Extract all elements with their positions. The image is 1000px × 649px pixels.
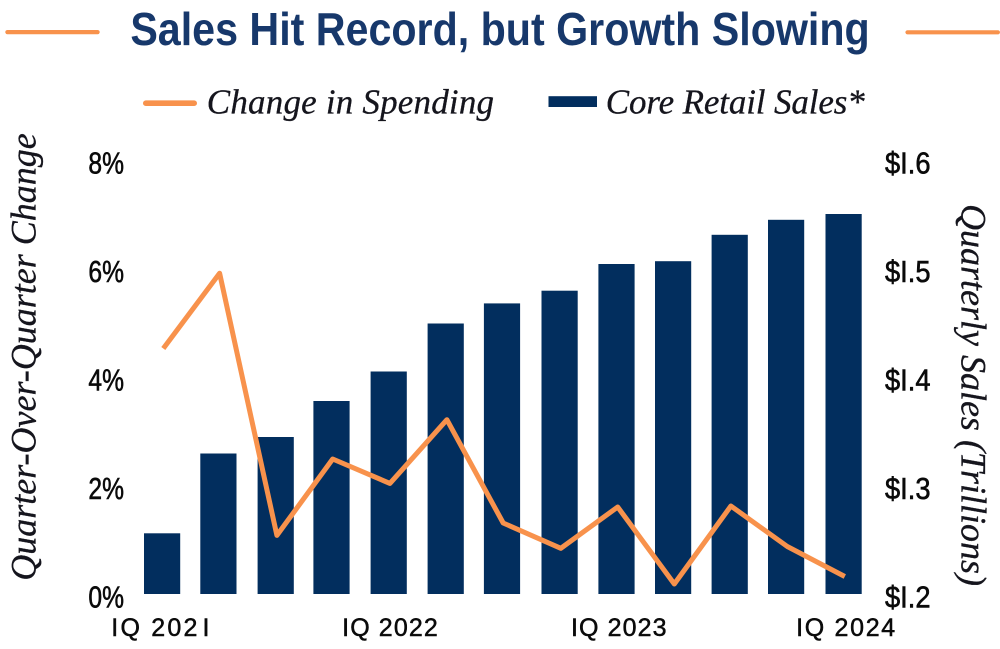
svg-text:Change in Spending: Change in Spending: [207, 82, 494, 121]
svg-text:$I.2: $I.2: [885, 581, 931, 615]
svg-text:Quarter-Over-Quarter Change: Quarter-Over-Quarter Change: [4, 133, 44, 581]
svg-text:$I.5: $I.5: [885, 255, 931, 289]
svg-text:$I.4: $I.4: [885, 364, 931, 398]
svg-text:8%: 8%: [88, 147, 124, 181]
svg-text:Sales Hit Record, but Growth S: Sales Hit Record, but Growth Slowing: [130, 4, 869, 56]
svg-text:0%: 0%: [88, 581, 124, 615]
svg-text:IQ 2024: IQ 2024: [796, 614, 897, 642]
svg-text:6%: 6%: [88, 255, 124, 289]
svg-text:IQ 2022: IQ 2022: [342, 614, 439, 642]
svg-text:Core Retail Sales*: Core Retail Sales*: [606, 82, 865, 121]
svg-text:IQ 2023: IQ 2023: [571, 614, 668, 642]
svg-text:$I.6: $I.6: [885, 147, 931, 181]
svg-text:2%: 2%: [88, 472, 124, 506]
svg-text:$I.3: $I.3: [885, 472, 931, 506]
svg-text:Quarterly Sales (Trillions): Quarterly Sales (Trillions): [954, 204, 994, 586]
svg-text:4%: 4%: [88, 364, 124, 398]
